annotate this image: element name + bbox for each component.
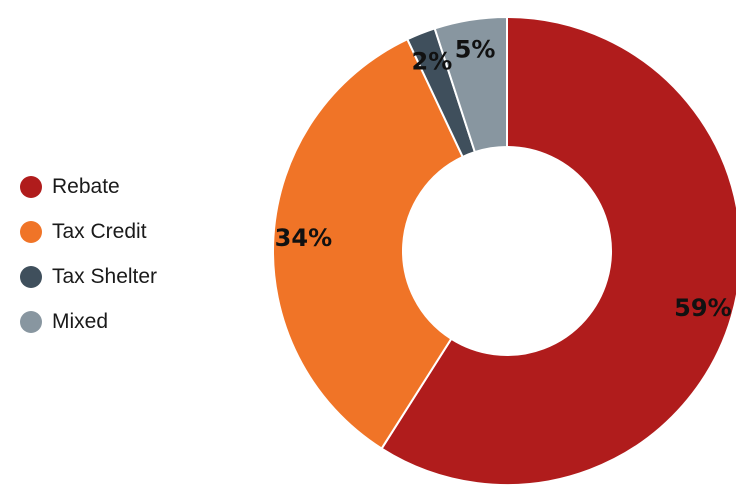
legend-item-tax-credit: Tax Credit <box>20 215 157 248</box>
legend-swatch-tax-credit <box>20 220 42 243</box>
legend-label-tax-credit: Tax Credit <box>52 219 147 243</box>
data-label-tax-credit: 34% <box>275 224 332 252</box>
slice-tax-credit <box>272 37 465 450</box>
legend-item-mixed: Mixed <box>20 305 157 338</box>
data-label-tax-shelter: 2% <box>412 47 453 75</box>
data-label-rebate: 59% <box>674 294 731 322</box>
legend-swatch-rebate <box>20 175 42 198</box>
legend-label-mixed: Mixed <box>52 309 109 333</box>
legend-swatch-tax-shelter <box>20 265 42 288</box>
slice-mixed <box>433 15 508 154</box>
legend-swatch-mixed <box>20 310 42 333</box>
legend-item-rebate: Rebate <box>20 170 157 203</box>
data-label-mixed: 5% <box>455 36 496 64</box>
legend-label-rebate: Rebate <box>52 174 120 198</box>
legend-item-tax-shelter: Tax Shelter <box>20 260 157 293</box>
legend: Rebate Tax Credit Tax Shelter Mixed <box>20 170 157 338</box>
donut-slices <box>272 15 736 486</box>
legend-label-tax-shelter: Tax Shelter <box>52 264 158 288</box>
slice-rebate <box>380 15 736 486</box>
donut-labels: 59% 34% 2% 5% <box>275 36 732 322</box>
